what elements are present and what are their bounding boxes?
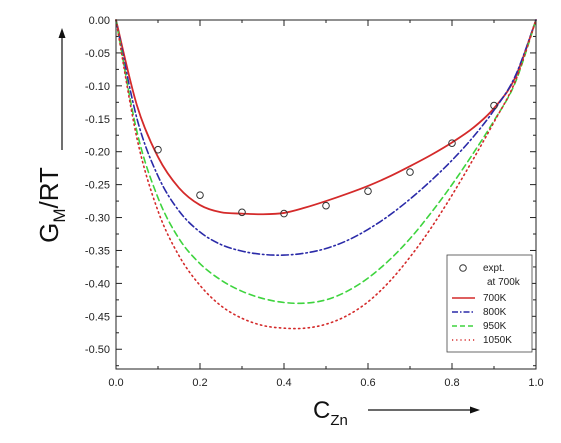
svg-text:GM/RT: GM/RT: [34, 167, 69, 243]
expt-data-point: [448, 139, 456, 147]
y-tick-label: -0.10: [85, 81, 110, 93]
y-axis-title-rest: /RT: [34, 167, 64, 209]
plot-frame: [115, 19, 537, 370]
x-tick-label: 0.0: [108, 377, 123, 389]
y-tick-label: -0.20: [85, 147, 110, 159]
x-tick-label: 0.8: [444, 377, 459, 389]
x-tick-label: 0.4: [276, 377, 291, 389]
x-axis-title-sub: Zn: [330, 412, 348, 429]
y-axis-title: GM/RT: [34, 167, 69, 243]
tick-labels: 0.0 0.2 0.4 0.6 0.8 1.0 0.00 -0.05 -0.10 -0.15 -0.…: [85, 15, 544, 389]
legend-label-expt-line2: at 700k: [487, 277, 521, 288]
x-tick-label: 0.2: [192, 377, 207, 389]
y-axis-title-sub: M: [50, 209, 69, 223]
y-tick-label: -0.30: [85, 213, 110, 225]
x-axis-title: CZn: [313, 397, 348, 429]
y-tick-label: -0.50: [85, 344, 110, 356]
legend-marker-expt: [459, 264, 467, 272]
x-tick-label: 1.0: [528, 377, 543, 389]
expt-data-point: [196, 191, 204, 199]
x-axis-title-main: C: [313, 397, 330, 424]
y-tick-label: 0.00: [89, 15, 110, 27]
y-axis-title-main: G: [34, 223, 64, 243]
legend: expt. at 700k 700K 800K 950K 1050K: [446, 254, 533, 353]
expt-data-point: [238, 208, 246, 217]
expt-data-point: [280, 209, 288, 218]
y-tick-label: -0.35: [85, 245, 110, 257]
expt-data-point: [406, 168, 414, 176]
y-tick-label: -0.15: [85, 114, 110, 126]
y-axis-arrow-head: [58, 28, 66, 38]
expt-data-point: [322, 201, 330, 210]
series-layer: [115, 19, 537, 330]
legend-label-950k: 950K: [483, 321, 507, 332]
y-tick-label: -0.05: [85, 48, 110, 60]
legend-label-700k: 700K: [483, 293, 507, 304]
x-axis-arrow-head: [470, 406, 480, 414]
x-tick-label: 0.6: [360, 377, 375, 389]
legend-label-800k: 800K: [483, 307, 507, 318]
series-line-800k: [115, 19, 537, 256]
y-tick-label: -0.25: [85, 180, 110, 192]
legend-label-1050k: 1050K: [483, 335, 512, 346]
expt-data-point: [154, 145, 162, 154]
expt-data-point: [490, 101, 498, 110]
series-line-700k: [115, 19, 537, 216]
y-tick-label: -0.45: [85, 311, 110, 323]
series-line-950k: [115, 19, 537, 305]
expt-data-point: [364, 187, 372, 196]
legend-label-expt: expt.: [483, 263, 505, 274]
y-tick-label: -0.40: [85, 278, 110, 290]
series-line-1050k: [115, 19, 537, 330]
